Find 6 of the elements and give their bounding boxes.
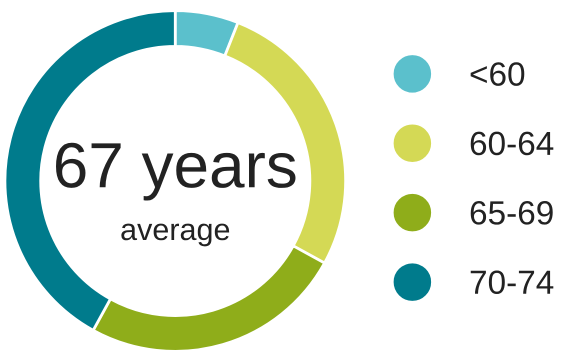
legend-label: 60-64	[470, 132, 554, 156]
legend-label: 65-69	[470, 201, 553, 225]
legend-label: <60	[470, 62, 524, 86]
text: 67 years	[56, 142, 296, 201]
legend-label: 70-74	[470, 270, 554, 294]
text: average	[121, 224, 230, 246]
